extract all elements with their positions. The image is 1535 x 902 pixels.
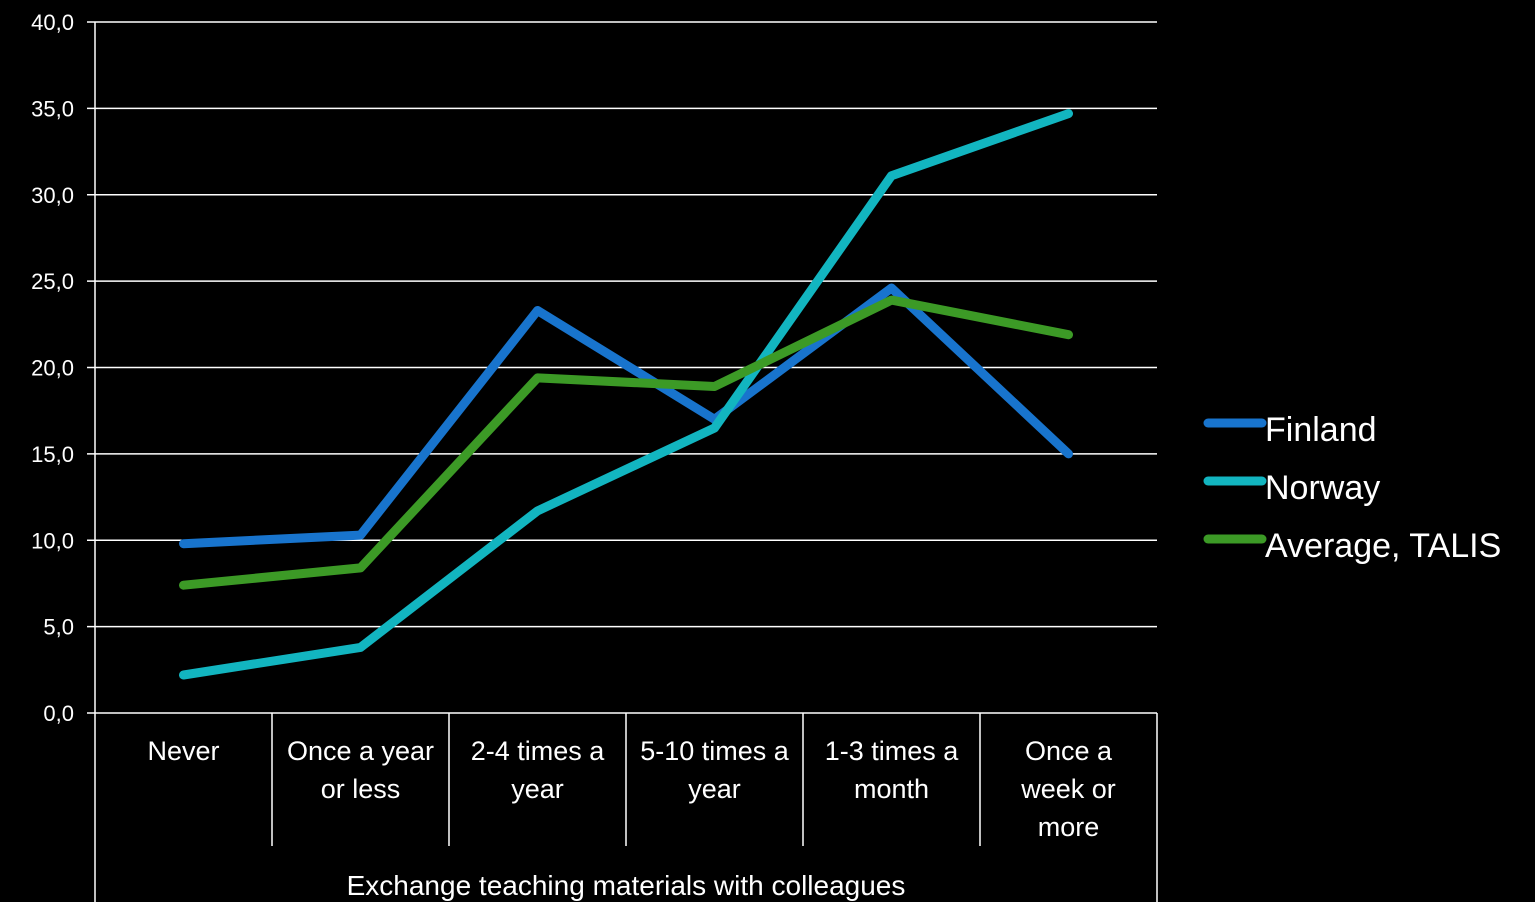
x-category-label: 5-10 times a year <box>640 736 790 804</box>
legend-entry-label: Average, TALIS <box>1265 527 1501 565</box>
x-category-label: Once a year or less <box>287 736 434 804</box>
x-axis-title: Exchange teaching materials with colleag… <box>347 870 906 901</box>
series-line-norway <box>179 109 1073 680</box>
x-category-label: 2-4 times a year <box>471 736 606 804</box>
x-category-label: 1-3 times a month <box>825 736 960 804</box>
y-axis-ticks: 0,0 5,0 10,0 15,0 20,0 25,0 30,0 35,0 40,0 <box>31 10 74 726</box>
legend: Finland Norway Average, TALIS <box>1203 411 1501 565</box>
y-tick-label: 5,0 <box>43 615 74 640</box>
series-layer <box>179 109 1073 680</box>
y-tick-label: 35,0 <box>31 96 74 121</box>
y-tick-label: 25,0 <box>31 269 74 294</box>
series-line-finland <box>179 283 1073 549</box>
legend-entry-label: Norway <box>1265 469 1380 507</box>
x-category-label: Once a week or more <box>1020 736 1116 842</box>
series-line-average-talis <box>179 295 1073 590</box>
y-tick-label: 20,0 <box>31 356 74 381</box>
legend-entry-label: Finland <box>1265 411 1377 449</box>
x-axis: Never Once a year or less 2-4 times a year 5-… <box>147 713 1158 902</box>
x-category-label: Never <box>147 736 219 766</box>
grid-layer <box>87 21 1157 902</box>
y-tick-label: 40,0 <box>31 10 74 35</box>
y-tick-label: 30,0 <box>31 183 74 208</box>
y-tick-label: 10,0 <box>31 528 74 553</box>
y-tick-label: 15,0 <box>31 442 74 467</box>
y-tick-label: 0,0 <box>43 701 74 726</box>
